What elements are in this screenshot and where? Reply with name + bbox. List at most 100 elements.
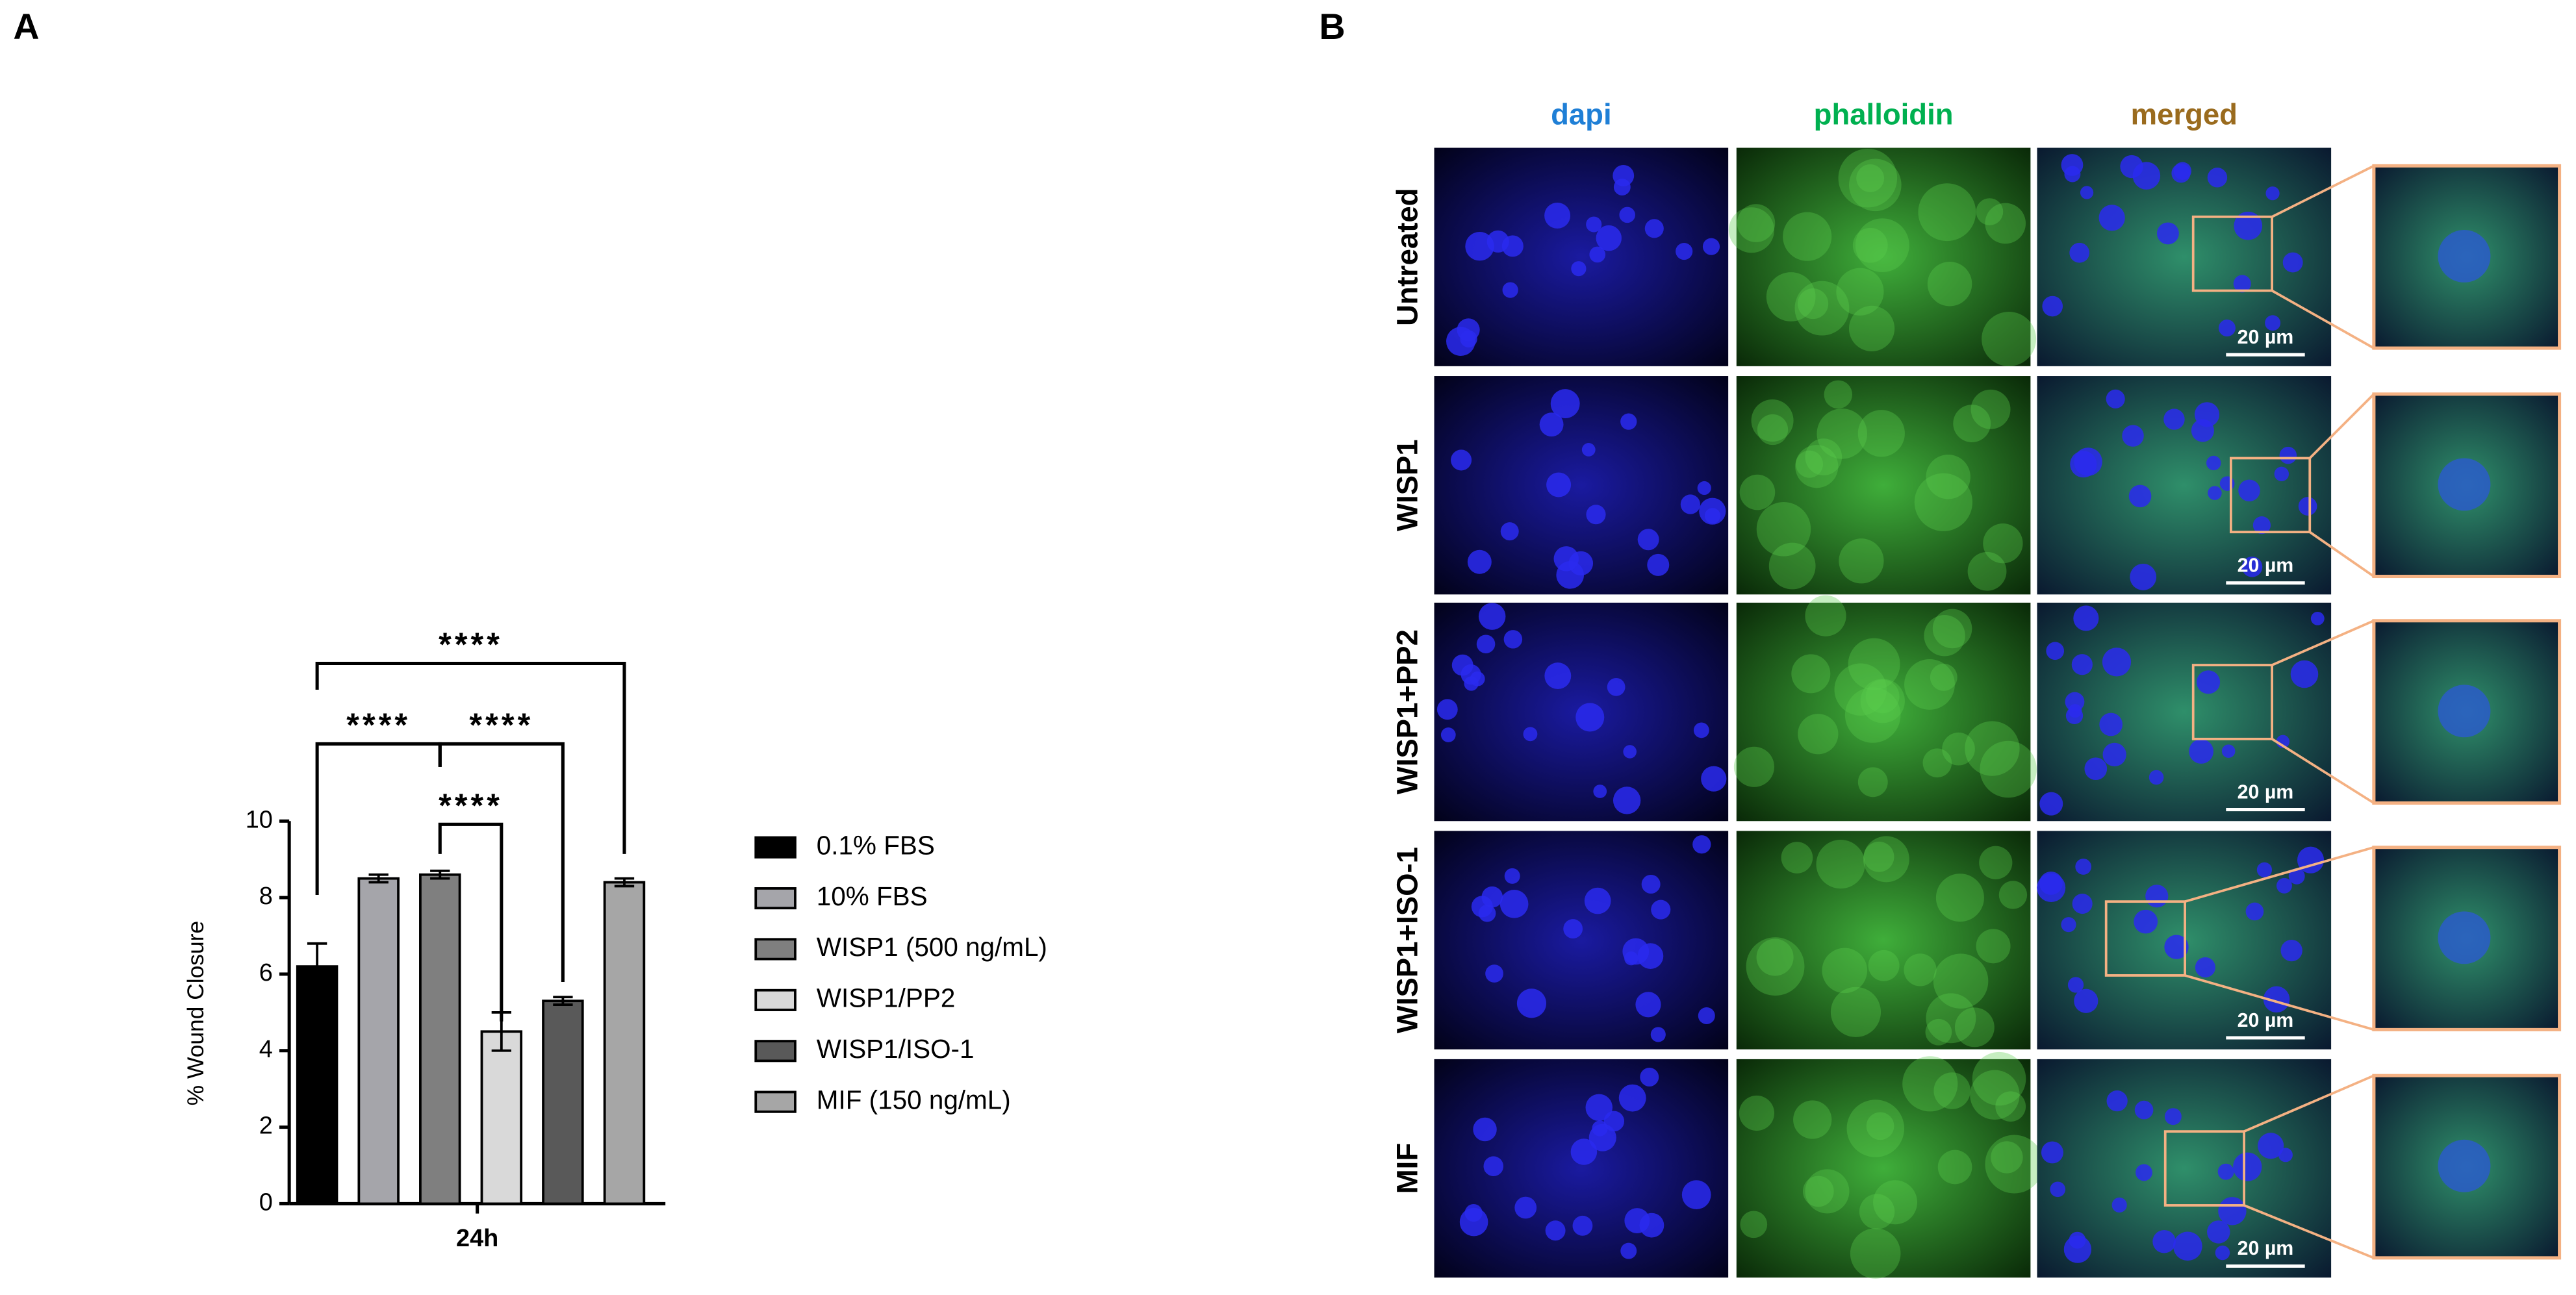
nucleus [1460,330,1477,347]
actin [1834,663,1887,716]
nucleus [1647,553,1670,576]
actin [1904,659,1955,710]
nucleus [1544,662,1572,690]
zoom-box [2229,457,2312,534]
actin [1873,1180,1918,1225]
nucleus [2279,446,2297,464]
actin [1746,937,1805,996]
nucleus [1470,671,1485,686]
actin [1868,949,1900,981]
nucleus [2215,1245,2230,1261]
y-tick-label: 2 [259,1113,273,1140]
nucleus [1698,1007,1715,1024]
nucleus [1586,216,1602,233]
legend-label: WISP1/ISO-1 [817,1034,975,1064]
nucleus [1500,522,1519,541]
actin [1979,846,2013,879]
nucleus [2067,977,2084,993]
x-tick-label: 24h [456,1225,498,1252]
legend-label: MIF (150 ng/mL) [817,1085,1011,1114]
actin [1935,874,1984,922]
nucleus [2221,744,2236,758]
nucleus [2252,516,2271,534]
nucleus [1584,887,1611,914]
row-label: WISP1+ISO-1 [1391,847,1424,1033]
actin [1856,164,1885,192]
nucleus [2218,320,2236,337]
nucleus [1539,412,1564,437]
y-tick-label: 6 [259,959,273,987]
nucleus [2072,894,2093,914]
nucleus [2234,211,2263,240]
nucleus [2288,868,2305,885]
actin [1733,746,1774,787]
nucleus [1514,1196,1537,1219]
nucleus [2122,425,2144,447]
significance-label: **** [439,786,503,824]
nucleus [1701,766,1727,792]
nucleus [1681,1180,1711,1209]
nucleus [1624,951,1639,966]
actin [1855,218,1909,273]
nucleus [1550,389,1580,418]
legend-swatch [754,988,797,1011]
nucleus [2196,670,2221,694]
actin [1739,474,1776,510]
nucleus [2310,611,2325,625]
actin [1926,455,1970,499]
actin [1857,410,1905,457]
zoom-nucleus [2438,911,2491,964]
actin [1816,840,1865,889]
actin [1805,595,1846,636]
nucleus [2217,1163,2234,1180]
actin [1798,288,1829,320]
nucleus [1676,242,1693,260]
actin [1781,842,1813,874]
actin [1970,1070,2020,1120]
significance-bracket [315,661,626,854]
micrograph [1736,831,2031,1050]
nucleus [1651,899,1671,920]
nucleus [1553,546,1579,572]
significance-bracket [438,742,565,983]
bar [542,1000,584,1205]
actin [1967,551,2007,591]
actin [1933,953,1989,1009]
nucleus [2207,1220,2230,1244]
actin [1793,1100,1832,1139]
nucleus [1586,505,1606,525]
nucleus [2207,168,2228,188]
nucleus [2099,712,2123,736]
nucleus [2171,164,2191,183]
nucleus [1436,699,1458,720]
nucleus [1478,603,1506,630]
nucleus [1440,727,1456,742]
nucleus [1623,745,1637,759]
nucleus [1523,727,1538,742]
zoom-box [2191,215,2273,292]
nucleus [2068,704,2082,718]
micrograph [1434,831,1729,1050]
nucleus [2149,770,2164,785]
actin [1930,663,1958,691]
actin [1965,721,2020,776]
actin [1933,1072,1970,1109]
nucleus [2037,873,2066,902]
nucleus [1637,529,1659,551]
nucleus [1619,207,1635,223]
actin [1766,272,1816,321]
actin [1838,148,1898,208]
nucleus [1465,232,1494,261]
actin [1805,438,1843,475]
actin [1844,687,1901,743]
nucleus [1624,1208,1650,1233]
nucleus [2106,1090,2128,1112]
nucleus [2282,252,2303,273]
nucleus [2208,486,2222,500]
actin [1852,227,1888,263]
nucleus [2290,660,2319,688]
nucleus [1473,1117,1497,1142]
nucleus [1485,964,1503,983]
